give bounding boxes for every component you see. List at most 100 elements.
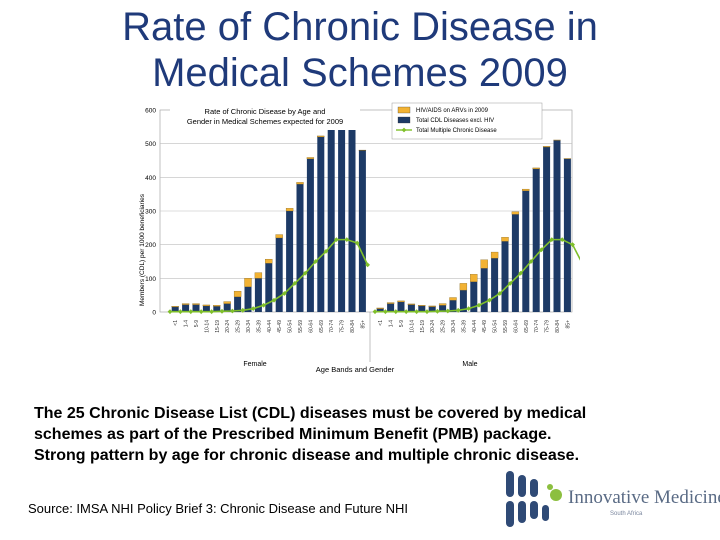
x-tick-label: 80-84 <box>555 320 561 333</box>
bar-hiv-female <box>202 304 211 307</box>
legend-label: HIV/AIDS on ARVs in 2009 <box>416 108 489 114</box>
x-tick-label: 25-29 <box>441 320 447 333</box>
x-tick-label: 25-29 <box>236 320 242 333</box>
marker-multiple-male <box>487 297 492 303</box>
x-tick-label: <1 <box>378 320 384 326</box>
marker-multiple-male <box>570 242 575 248</box>
bar-cdl-male <box>449 300 457 312</box>
bar-cdl-male <box>376 308 384 312</box>
logo-mark-icon <box>506 471 562 527</box>
bar-hiv-female <box>233 290 242 297</box>
bar-hiv-female <box>181 303 190 305</box>
marker-multiple-male <box>518 270 523 276</box>
body-text-line-1: The 25 Chronic Disease List (CDL) diseas… <box>34 405 587 422</box>
x-tick-label: 40-44 <box>267 320 273 333</box>
marker-multiple-female <box>271 297 277 303</box>
chart-y-axis-label: Members (CDL) per 1000 beneficiaries <box>139 193 146 306</box>
bar-cdl-male <box>459 290 467 312</box>
x-tick-label: 50-54 <box>288 320 294 333</box>
legend-swatch-marker <box>401 127 407 133</box>
bar-cdl-female <box>306 158 314 312</box>
x-tick-label: 45-49 <box>482 320 488 333</box>
bar-cdl-female <box>327 115 335 312</box>
bar-hiv-female <box>254 272 263 279</box>
bar-cdl-male <box>407 304 415 312</box>
marker-multiple-male <box>393 309 399 315</box>
bar-hiv-male <box>490 251 499 259</box>
x-tick-label: <1 <box>173 320 179 326</box>
x-tick-label: 85+ <box>360 320 366 329</box>
x-tick-label: 20-24 <box>430 320 436 333</box>
bar-cdl-female <box>202 305 210 312</box>
x-tick-label: 70-74 <box>329 320 335 333</box>
x-tick-label: 85+ <box>565 320 571 329</box>
marker-multiple-male <box>403 309 409 315</box>
bar-hiv-male <box>511 211 520 215</box>
x-tick-label: 20-24 <box>225 320 231 333</box>
bar-cdl-female <box>192 304 200 312</box>
bar-cdl-male <box>501 241 509 312</box>
bar-hiv-male <box>459 283 468 291</box>
slide-title-line-2: Medical Schemes 2009 <box>152 51 568 95</box>
bar-hiv-male <box>438 303 447 306</box>
x-tick-label: 65-69 <box>319 320 325 333</box>
x-tick-label: 75-79 <box>340 320 346 333</box>
legend-box <box>391 102 543 140</box>
bar-cdl-male <box>387 303 395 312</box>
marker-multiple-male <box>528 259 534 264</box>
y-tick-label: 200 <box>145 242 156 249</box>
body-text: The 25 Chronic Disease List (CDL) diseas… <box>34 403 694 466</box>
x-tick-label: 60-64 <box>513 320 519 333</box>
marker-multiple-female <box>282 291 287 296</box>
bar-hiv-male <box>501 237 509 242</box>
x-tick-label: 55-59 <box>503 320 509 333</box>
marker-multiple-female <box>261 302 266 308</box>
bar-hiv-female <box>285 208 294 212</box>
bar-hiv-male <box>532 167 540 170</box>
x-tick-label: 35-39 <box>461 320 467 333</box>
group-label-male: Male <box>462 361 477 368</box>
bar-hiv-female <box>244 278 252 287</box>
x-tick-label: 1-4 <box>389 320 395 327</box>
y-tick-label: 100 <box>145 276 156 283</box>
slide-title-line-1: Rate of Chronic Disease in <box>122 5 598 49</box>
marker-multiple-male <box>414 309 419 315</box>
marker-multiple-male <box>455 307 461 313</box>
bar-cdl-female <box>296 184 304 312</box>
marker-multiple-male <box>476 302 482 308</box>
bar-cdl-male <box>553 140 561 312</box>
logo-wordmark: Innovative Medicines <box>568 487 720 508</box>
bar-cdl-male <box>532 168 540 312</box>
bar-cdl-female <box>275 237 283 312</box>
bar-cdl-female <box>234 296 242 312</box>
bar-cdl-female <box>265 263 273 312</box>
bar-hiv-male <box>407 303 416 305</box>
bar-cdl-male <box>470 281 478 312</box>
marker-multiple-female <box>198 309 204 315</box>
group-label-female: Female <box>243 361 266 368</box>
chart-svg: 0 100 200 300 400 500 600 <1 1-4 5-9 10-14 15-19 20-… <box>139 102 580 374</box>
x-tick-label: 10-14 <box>204 320 210 333</box>
bar-cdl-female <box>171 306 179 312</box>
bar-hiv-female <box>265 258 273 264</box>
x-tick-label: 60-64 <box>308 320 314 333</box>
marker-multiple-female <box>334 237 339 243</box>
marker-multiple-male <box>435 308 440 314</box>
bar-hiv-male <box>386 302 395 304</box>
bar-hiv-male <box>428 305 436 307</box>
chart-title-line-2: Gender in Medical Schemes expected for 2… <box>187 117 343 126</box>
x-tick-label: 1-4 <box>184 320 190 327</box>
marker-multiple-female <box>250 306 256 312</box>
marker-multiple-female <box>344 237 350 243</box>
marker-multiple-female <box>292 280 298 286</box>
x-tick-label: 15-19 <box>215 320 221 333</box>
bar-cdl-male <box>543 147 551 312</box>
bar-cdl-female <box>213 306 221 312</box>
marker-multiple-female <box>240 307 246 313</box>
chart-x-axis-label: Age Bands and Gender <box>316 365 395 374</box>
bar-cdl-male <box>439 305 447 312</box>
x-tick-label: 30-34 <box>246 320 252 333</box>
marker-multiple-female <box>354 240 360 246</box>
marker-multiple-female <box>313 259 318 264</box>
legend-swatch <box>397 116 411 124</box>
